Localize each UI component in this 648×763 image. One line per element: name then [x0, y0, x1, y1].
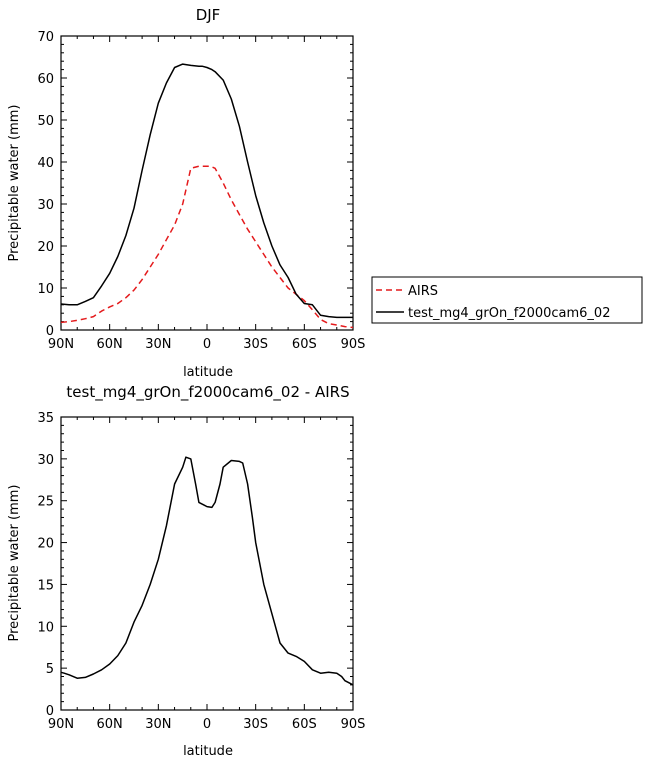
y-tick-label: 20: [37, 537, 54, 552]
chart-panel-difference: test_mg4_grOn_f2000cam6_02 - AIRS 90N 60N…: [7, 383, 365, 759]
legend-box: [371, 276, 643, 324]
y-tick-label: 0: [46, 324, 54, 339]
y-axis-label: Precipitable water (mm): [7, 485, 22, 642]
x-tick-label: 60N: [97, 337, 123, 352]
y-tick-label: 10: [37, 282, 54, 297]
y-tick-label: 20: [37, 240, 54, 255]
chart-title: test_mg4_grOn_f2000cam6_02 - AIRS: [66, 383, 349, 402]
y-axis-label: Precipitable water (mm): [7, 105, 22, 262]
y-tick-label: 10: [37, 620, 54, 635]
plot-frame: [60, 35, 354, 331]
chart-panel-djf: DJF 90N 60N 30N 0 30S 60S 90S 010203040506070 …: [7, 6, 365, 380]
x-tick-label: 30S: [243, 337, 268, 352]
y-tick-label: 30: [37, 198, 54, 213]
series-line-airs: [60, 165, 354, 329]
x-tick-label: 30N: [145, 717, 171, 732]
x-axis-label: latitude: [183, 744, 233, 759]
plot-area: [60, 35, 354, 331]
series-group: [60, 456, 354, 686]
y-tick-label: 30: [37, 453, 54, 468]
x-tick-labels: 90N 60N 30N 0 30S 60S 90S: [48, 337, 366, 352]
y-tick-label: 0: [46, 704, 54, 719]
x-tick-label: 90N: [48, 337, 74, 352]
y-tick-label: 40: [37, 156, 54, 171]
x-tick-labels: 90N 60N 30N 0 30S 60S 90S: [48, 717, 366, 732]
x-tick-label: 90S: [341, 337, 366, 352]
y-tick-labels: 0 5 10 15 20 25 30 35: [37, 411, 54, 719]
y-tick-label: 35: [37, 411, 54, 426]
series-line-test-mg4-gron-f2000cam6-02: [60, 63, 353, 319]
y-tick-label: 15: [37, 578, 54, 593]
y-tick-label: 60: [37, 72, 54, 87]
axis-ticks: [60, 416, 354, 711]
x-tick-label: 60N: [97, 717, 123, 732]
x-tick-label: 0: [203, 337, 211, 352]
axis-ticks: [60, 35, 354, 331]
legend: AIRS test_mg4_grOn_f2000cam6_02: [371, 276, 643, 324]
x-tick-label: 90S: [341, 717, 366, 732]
x-axis-label: latitude: [183, 365, 233, 380]
legend-label-airs: AIRS: [408, 284, 438, 299]
x-tick-label: 90N: [48, 717, 74, 732]
x-tick-label: 0: [203, 717, 211, 732]
x-tick-label: 30N: [145, 337, 171, 352]
y-tick-label: 70: [37, 30, 54, 45]
series-line-difference: [60, 456, 354, 686]
x-tick-label: 60S: [292, 717, 317, 732]
series-group: [60, 63, 354, 329]
y-tick-labels: 0 10 20 30 40 50 60 70: [37, 30, 54, 339]
legend-label-model: test_mg4_grOn_f2000cam6_02: [408, 306, 610, 321]
chart-title: DJF: [196, 6, 221, 24]
y-tick-label: 25: [37, 495, 54, 510]
y-tick-label: 50: [37, 114, 54, 129]
x-tick-label: 30S: [243, 717, 268, 732]
x-tick-label: 60S: [292, 337, 317, 352]
y-tick-label: 5: [46, 662, 54, 677]
